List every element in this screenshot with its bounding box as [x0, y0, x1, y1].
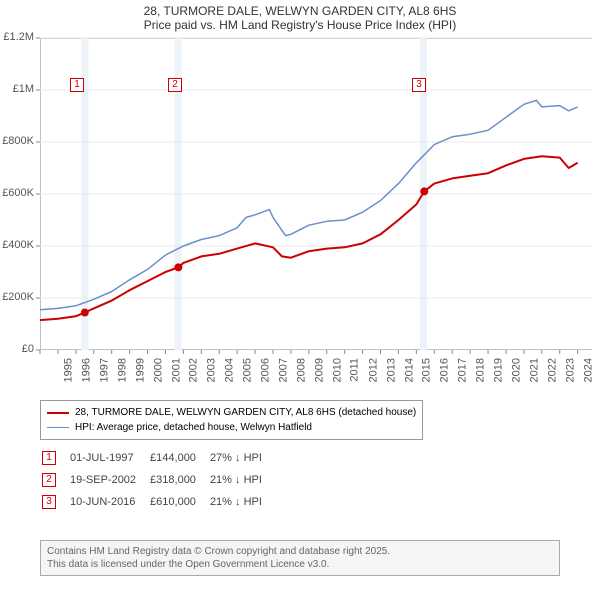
y-tick-label: £200K — [0, 291, 34, 303]
legend-swatch — [47, 427, 69, 429]
x-tick-label: 2015 — [421, 358, 433, 382]
annotation-number-box: 2 — [42, 473, 56, 487]
legend-label: 28, TURMORE DALE, WELWYN GARDEN CITY, AL… — [75, 405, 416, 420]
annotation-price: £318,000 — [150, 470, 208, 490]
chart-container: 28, TURMORE DALE, WELWYN GARDEN CITY, AL… — [0, 0, 600, 590]
x-tick-label: 2024 — [582, 358, 594, 382]
annotation-delta: 21% ↓ HPI — [210, 470, 274, 490]
y-tick-label: £0 — [0, 343, 34, 355]
x-tick-label: 2014 — [403, 358, 415, 382]
x-tick-label: 2012 — [367, 358, 379, 382]
annotation-price: £144,000 — [150, 448, 208, 468]
annotation-row: 2 19-SEP-2002£318,00021% ↓ HPI — [42, 470, 274, 490]
x-tick-label: 2003 — [206, 358, 218, 382]
x-tick-label: 2019 — [493, 358, 505, 382]
annotation-number-box: 3 — [42, 495, 56, 509]
x-tick-label: 2022 — [546, 358, 558, 382]
x-tick-label: 2005 — [242, 358, 254, 382]
x-tick-label: 1996 — [80, 358, 92, 382]
x-tick-label: 2007 — [278, 358, 290, 382]
footer-attribution: Contains HM Land Registry data © Crown c… — [40, 540, 560, 576]
y-tick-label: £600K — [0, 187, 34, 199]
y-tick-label: £800K — [0, 135, 34, 147]
x-tick-label: 2018 — [475, 358, 487, 382]
annotation-price: £610,000 — [150, 492, 208, 512]
x-tick-label: 2021 — [528, 358, 540, 382]
chart-marker-3: 3 — [412, 78, 426, 92]
annotation-date: 01-JUL-1997 — [70, 448, 148, 468]
legend-row: 28, TURMORE DALE, WELWYN GARDEN CITY, AL… — [47, 405, 416, 420]
x-tick-label: 2023 — [564, 358, 576, 382]
x-tick-label: 2008 — [295, 358, 307, 382]
y-tick-label: £1.2M — [0, 31, 34, 43]
footer-line-1: Contains HM Land Registry data © Crown c… — [47, 545, 553, 558]
x-tick-label: 2004 — [224, 358, 236, 382]
x-tick-label: 2020 — [511, 358, 523, 382]
x-tick-label: 2002 — [188, 358, 200, 382]
footer-line-2: This data is licensed under the Open Gov… — [47, 558, 553, 571]
x-tick-label: 1997 — [98, 358, 110, 382]
legend: 28, TURMORE DALE, WELWYN GARDEN CITY, AL… — [40, 400, 423, 440]
annotation-number-box: 1 — [42, 451, 56, 465]
annotation-date: 19-SEP-2002 — [70, 470, 148, 490]
x-tick-label: 2010 — [331, 358, 343, 382]
annotation-row: 1 01-JUL-1997£144,00027% ↓ HPI — [42, 448, 274, 468]
x-tick-label: 1998 — [116, 358, 128, 382]
x-tick-label: 2013 — [385, 358, 397, 382]
legend-swatch — [47, 412, 69, 414]
x-tick-label: 2016 — [439, 358, 451, 382]
x-tick-label: 2001 — [170, 358, 182, 382]
x-tick-label: 2009 — [313, 358, 325, 382]
x-tick-label: 2017 — [457, 358, 469, 382]
x-tick-label: 2011 — [348, 358, 360, 382]
x-tick-label: 2006 — [260, 358, 272, 382]
x-tick-label: 1999 — [134, 358, 146, 382]
annotation-delta: 21% ↓ HPI — [210, 492, 274, 512]
annotation-date: 10-JUN-2016 — [70, 492, 148, 512]
x-tick-label: 2000 — [152, 358, 164, 382]
annotations-table: 1 01-JUL-1997£144,00027% ↓ HPI 2 19-SEP-200… — [40, 446, 276, 514]
chart-marker-1: 1 — [70, 78, 84, 92]
y-tick-label: £1M — [0, 83, 34, 95]
annotation-delta: 27% ↓ HPI — [210, 448, 274, 468]
chart-marker-2: 2 — [168, 78, 182, 92]
annotation-row: 3 10-JUN-2016£610,00021% ↓ HPI — [42, 492, 274, 512]
legend-label: HPI: Average price, detached house, Welw… — [75, 420, 312, 435]
x-tick-label: 1995 — [62, 358, 74, 382]
y-tick-label: £400K — [0, 239, 34, 251]
legend-row: HPI: Average price, detached house, Welw… — [47, 420, 416, 435]
